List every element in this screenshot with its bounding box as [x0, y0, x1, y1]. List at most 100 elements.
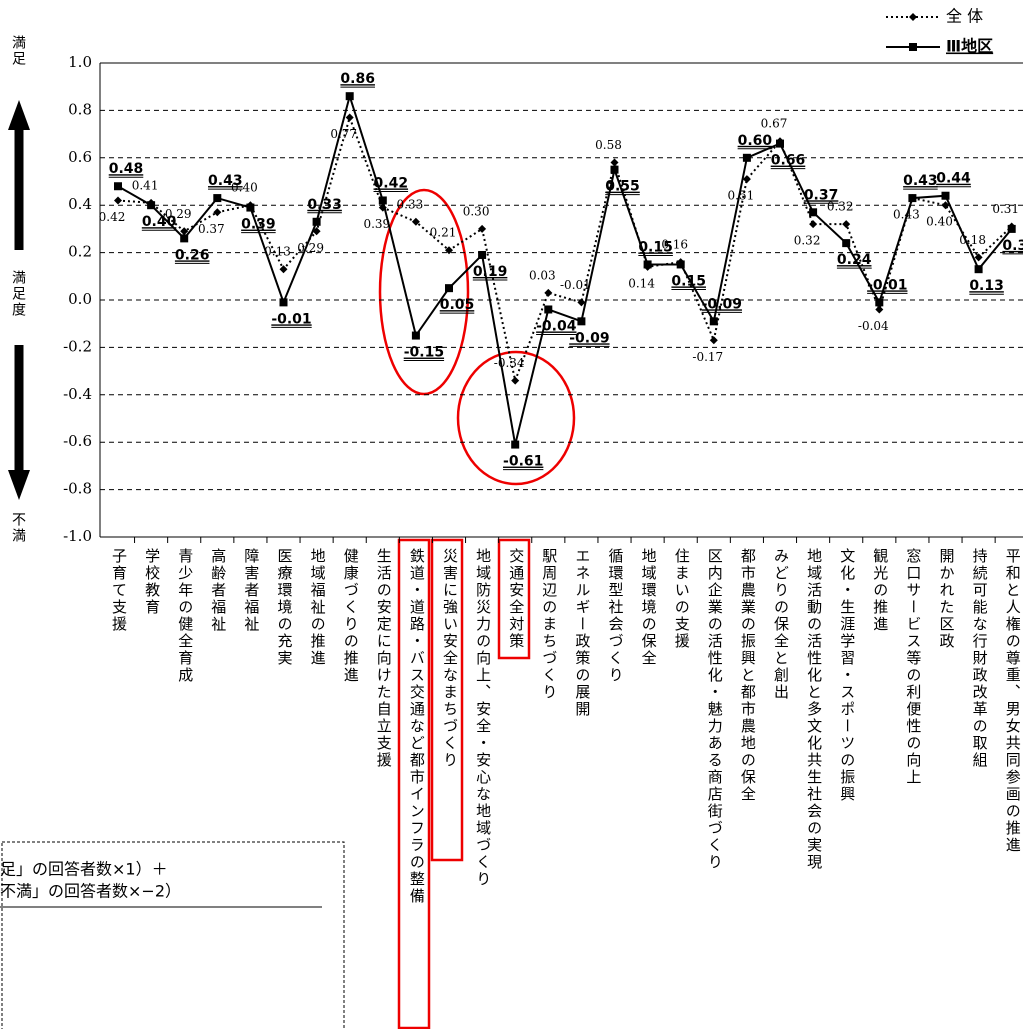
marker	[411, 331, 420, 340]
x-tick-label: 文化・生涯学習・スポーツの振興	[838, 548, 856, 803]
marker	[445, 284, 453, 293]
marker	[643, 260, 652, 269]
data-label: 0.43	[903, 173, 938, 189]
marker	[610, 158, 619, 167]
marker	[378, 196, 387, 205]
y-tick-label: 1.0	[68, 53, 92, 71]
data-label: -0.09	[569, 330, 609, 346]
x-tick-label: 循環型社会づくり	[607, 548, 625, 684]
x-tick-label: 子育て支援	[110, 548, 128, 633]
arrows	[8, 100, 30, 500]
legend-marker	[909, 13, 917, 21]
x-tick-label: 障害者福祉	[242, 547, 260, 633]
highlights	[378, 188, 576, 1029]
y-tick-label: 0.6	[68, 148, 92, 166]
marker	[974, 253, 983, 262]
y-tick-label: 0.4	[68, 195, 92, 213]
marker	[610, 165, 619, 174]
x-tick-label: 地域環境の保全	[640, 548, 658, 667]
data-label: -0.04	[858, 319, 889, 333]
note-box	[1, 841, 345, 1029]
data-label: 0.29	[165, 207, 192, 221]
marker	[246, 203, 255, 212]
marker	[809, 208, 818, 217]
data-label: 0.66	[771, 153, 806, 169]
marker	[180, 234, 189, 243]
y-tick-label: -0.2	[63, 337, 92, 355]
data-label: 0.77	[330, 127, 357, 141]
y-tick-label: -0.4	[63, 385, 92, 403]
legend-label: Ⅲ地区	[946, 37, 993, 56]
data-label: 0.14	[628, 276, 655, 290]
x-tick-label: 平和と人権の尊重、男女共同参画の推進	[1004, 548, 1022, 854]
data-label: 0.48	[109, 161, 144, 177]
data-label: 0.51	[728, 189, 755, 203]
data-label: 0.42	[374, 175, 409, 191]
marker	[577, 317, 586, 326]
data-label: 0.67	[761, 117, 788, 131]
data-label: -0.09	[702, 296, 742, 312]
data-label: 0.40	[926, 215, 953, 229]
data-label: 0.60	[738, 133, 773, 149]
marker	[941, 191, 950, 200]
data-label: 0.86	[340, 71, 375, 87]
data-label: 0.37	[198, 222, 225, 236]
data-label: 0.39	[241, 217, 276, 233]
marker	[114, 196, 122, 205]
data-label: 0.33	[307, 197, 342, 213]
marker	[478, 250, 487, 259]
marker	[809, 220, 818, 229]
marker	[842, 239, 851, 248]
data-label: 0.41	[132, 178, 159, 192]
series-line	[117, 92, 1013, 445]
marker	[511, 440, 520, 449]
data-label: 0.24	[837, 252, 872, 268]
y-top-label: 満足	[10, 35, 26, 67]
marker	[279, 298, 288, 307]
data-label: -0.15	[404, 345, 444, 361]
legend-marker	[909, 43, 917, 51]
data-label: -0.01	[271, 311, 311, 327]
data-label: 0.58	[595, 138, 622, 152]
x-tick-label: 交通安全対策	[507, 547, 525, 650]
data-label: -0.34	[494, 356, 525, 370]
marker	[1007, 224, 1016, 233]
marker	[577, 298, 586, 307]
data-label: 0.13	[264, 245, 291, 259]
x-tick-label: 地域防災力の向上、安全・安心な地域づくり	[474, 548, 492, 888]
x-tick-label: 医療環境の充実	[276, 548, 294, 667]
annotation: 不満」の回答者数×−2）	[0, 882, 181, 901]
x-tick-label: 駅周辺のまちづくり	[540, 548, 558, 701]
x-tick-label: エネルギー政策の展開	[573, 548, 591, 718]
data-label: -0.01	[867, 277, 907, 293]
marker	[875, 298, 884, 307]
y-tick-label: -1.0	[63, 527, 92, 545]
y-tick-label: 0.0	[68, 290, 92, 308]
marker	[742, 175, 751, 184]
data-label: 0.15	[671, 273, 706, 289]
x-tick-label: 地域活動の活性化と多文化共生社会の実現	[805, 548, 823, 871]
data-label: 0.31	[992, 202, 1019, 216]
data-label: 0.03	[529, 268, 556, 282]
x-tick-label: 災害に強い安全なまちづくり	[441, 548, 459, 769]
y-axis-label: 満足度	[10, 270, 26, 318]
marker	[147, 201, 156, 210]
annotation: 足」の回答者数×1）＋	[0, 860, 168, 879]
y-tick-label: 0.8	[68, 100, 92, 118]
data-label: 0.32	[794, 234, 821, 248]
marker	[544, 305, 553, 314]
data-label: -0.61	[503, 454, 543, 470]
data-label: 0.33	[397, 197, 424, 211]
y-tick-label: -0.8	[63, 480, 92, 498]
marker	[213, 208, 222, 217]
data-label: 0.19	[473, 264, 508, 280]
data-label: -0.01	[560, 278, 591, 292]
y-tick-label: 0.2	[68, 243, 92, 261]
x-tick-label: 生活の安定に向けた自立支援	[375, 548, 393, 769]
x-tick-label: 窓口サービス等の利便性の向上	[904, 547, 922, 786]
x-tick-label: 区内企業の活性化・魅力ある商店街づくり	[706, 548, 724, 871]
data-label: -0.04	[536, 318, 577, 334]
marker	[180, 227, 189, 236]
x-tick-label: 健康づくりの推進	[342, 548, 360, 684]
data-label: 0.05	[440, 297, 475, 313]
